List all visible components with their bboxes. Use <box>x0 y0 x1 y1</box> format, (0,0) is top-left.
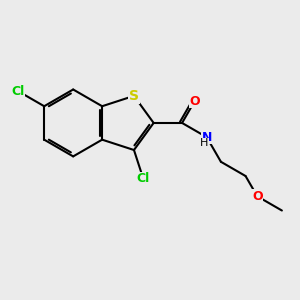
Text: O: O <box>189 95 200 108</box>
Text: S: S <box>129 89 139 103</box>
Text: N: N <box>202 131 212 144</box>
Text: Cl: Cl <box>11 85 25 98</box>
Text: O: O <box>252 190 262 203</box>
Text: Cl: Cl <box>136 172 150 185</box>
Text: H: H <box>200 138 208 148</box>
